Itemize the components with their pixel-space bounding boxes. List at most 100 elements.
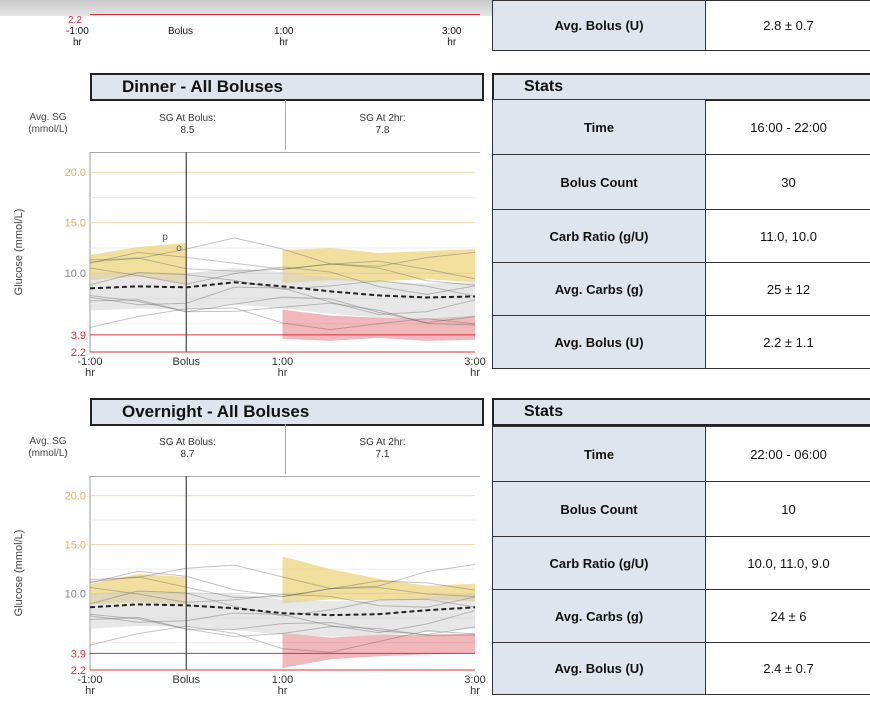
stats-value: 10 [705,481,870,537]
y-tick-label: 2.2 [71,665,86,677]
x-tick-label-line: -1:00 [77,674,102,686]
x-tick-label-line: hr [278,685,288,697]
x-tick-label-line: hr [470,367,480,379]
sg-at-bolus-label: SG At Bolus: [159,113,216,124]
y-tick-label: 15.0 [65,540,86,552]
x-tick-label: Bolus [172,356,200,368]
avg-sg-label: Avg. SG (mmol/L) [28,112,68,135]
glucose-chart-dinner: 20.0 15.0 10.0 3.9 2.2 Glucose (mmol/L) po -1:0… [13,152,486,379]
stats-value: 2.4 ± 0.7 [705,642,870,695]
stats-value: 11.0, 10.0 [705,209,870,263]
y-tick-label: 20.0 [65,491,86,503]
sensor-trace-line [89,576,476,598]
low-glucose-band [282,309,475,341]
stats-header-overnight: Stats [492,398,870,426]
sg-at-bolus-value: 8.5 [180,125,195,136]
sg-at-2hr: SG At 2hr: 7.1 [285,424,480,474]
panel-title-text: Overnight - All Boluses [122,402,310,421]
sg-at-2hr-label: SG At 2hr: [359,437,406,448]
stats-label: Time [492,99,706,155]
top-tick-bolus: Bolus [168,26,194,37]
x-tick-label: 3:00 hr [464,356,485,379]
x-tick-label-line: 3:00 [464,356,485,368]
top-axis-red-tick: 2.2 [68,15,82,26]
y-tick-label: 2.2 [71,347,86,359]
top-tick-1: 1:00 hr [274,26,294,48]
sg-at-bolus-value: 8.7 [180,449,195,460]
sensor-trace-line [89,610,476,634]
sensor-trace-line [89,587,476,608]
sg-at-bolus: SG At Bolus: 8.5 [90,100,286,150]
top-tick-3: 3:00 hr [442,26,462,48]
x-tick-label-line: Bolus [172,356,200,368]
stats-value: 22:00 - 06:00 [705,426,870,482]
average-sg-line [89,281,476,299]
panel-title-text: Dinner - All Boluses [122,77,283,96]
x-tick-label-line: -1:00 [77,356,102,368]
panel-title-overnight: Overnight - All Boluses [90,398,484,426]
sensor-trace-line [89,307,476,331]
sensor-trace-line [89,286,476,315]
stats-value: 2.2 ± 1.1 [705,315,870,369]
x-tick-label: -1:00 hr [77,674,102,697]
stats-value: 16:00 - 22:00 [705,99,870,155]
stats-label: Avg. Carbs (g) [492,262,706,316]
stats-label: Bolus Count [492,154,706,210]
stats-title: Stats [524,78,564,95]
sensor-trace-line [89,295,476,324]
sensor-trace-line [89,590,476,617]
sg-at-2hr-label: SG At 2hr: [359,113,406,124]
y-axis-label: Glucose (mmol/L) [13,530,25,617]
x-tick-label: 1:00 hr [272,674,293,697]
stats-label: Time [492,426,706,482]
y-tick-label: 10.0 [65,268,86,280]
stats-label: Carb Ratio (g/U) [492,209,706,263]
sg-at-2hr-value: 7.8 [375,125,390,136]
stats-value: 2.8 ± 0.7 [705,0,870,51]
x-tick-label-line: hr [85,685,95,697]
high-glucose-band [282,247,475,284]
sg-at-bolus-label: SG At Bolus: [159,437,216,448]
sensor-trace-line [89,616,476,638]
stats-label: Avg. Bolus (U) [492,642,706,695]
x-tick-label-line: 3:00 [464,674,485,686]
sensor-trace-line [89,563,476,590]
stats-table-overnight: Time 22:00 - 06:00 Bolus Count 10 Carb Rat… [492,426,870,695]
annotation-label: p [162,232,168,243]
sensor-trace-line [89,251,476,280]
stats-title: Stats [524,403,564,420]
sensor-trace-line [89,299,476,326]
sensor-trace-line [89,257,476,286]
stats-value: 30 [705,154,870,210]
sensor-trace-line [89,266,476,295]
sensor-trace-line [89,570,476,597]
low-glucose-band [282,632,475,669]
x-tick-label: 3:00 hr [464,674,485,697]
y-tick-label: 15.0 [65,218,86,230]
sg-at-2hr-value: 7.1 [375,449,390,460]
high-glucose-band [282,556,475,604]
stats-table-dinner: Time 16:00 - 22:00 Bolus Count 30 Carb Rat… [492,99,870,369]
sensor-trace-line [89,613,476,636]
sg-at-bolus: SG At Bolus: 8.7 [90,424,286,474]
y-tick-label: 3.9 [71,330,86,342]
sg-at-2hr: SG At 2hr: 7.8 [285,100,480,150]
stats-value: 24 ± 6 [705,589,870,643]
x-tick-label-line: 1:00 [272,356,293,368]
overlay-shadow [0,0,492,16]
sg-summary-dinner: SG At Bolus: 8.5 SG At 2hr: 7.8 [90,100,480,153]
top-low-line [90,14,480,15]
x-tick-label: 1:00 hr [272,356,293,379]
stats-label: Carb Ratio (g/U) [492,536,706,590]
stats-label: Avg. Bolus (U) [492,315,706,369]
y-tick-label: 10.0 [65,589,86,601]
y-axis-label: Glucose (mmol/L) [13,209,25,296]
average-sg-line [89,603,476,617]
y-tick-label: 3.9 [71,648,86,660]
x-tick-label-line: 1:00 [272,674,293,686]
stats-value: 10.0, 11.0, 9.0 [705,536,870,590]
panel-title-dinner: Dinner - All Boluses [90,73,484,101]
stats-label: Bolus Count [492,481,706,537]
stats-label: Avg. Bolus (U) [492,0,706,51]
x-tick-label: -1:00 hr [77,356,102,379]
